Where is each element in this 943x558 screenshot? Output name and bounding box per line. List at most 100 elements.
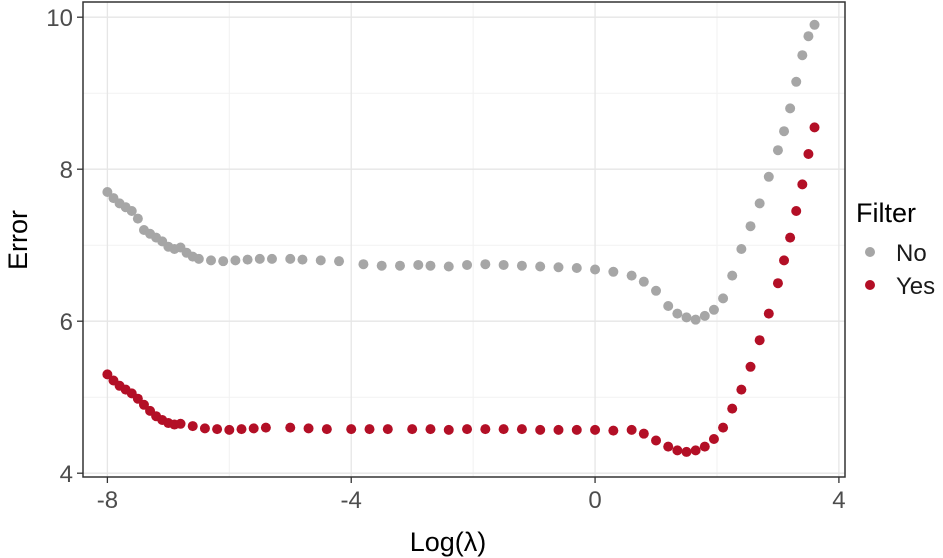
data-point-yes: [212, 424, 223, 435]
data-point-yes: [651, 435, 662, 446]
data-point-no: [718, 293, 729, 304]
data-point-yes: [803, 149, 814, 159]
data-point-no: [791, 76, 802, 87]
data-point-yes: [672, 445, 683, 456]
data-point-no: [376, 260, 387, 271]
data-point-no: [193, 253, 204, 264]
data-point-no: [206, 255, 217, 266]
data-point-yes: [364, 424, 375, 435]
data-point-no: [462, 259, 473, 270]
data-point-no: [516, 260, 527, 271]
data-point-yes: [590, 424, 601, 435]
legend-label-no: No: [896, 240, 927, 267]
data-point-yes: [407, 424, 418, 435]
data-point-yes: [260, 422, 271, 433]
data-point-no: [797, 50, 808, 61]
data-point-yes: [321, 424, 332, 435]
data-point-yes: [663, 441, 674, 452]
data-point-no: [763, 171, 774, 182]
data-point-yes: [425, 424, 436, 435]
data-point-yes: [480, 424, 491, 435]
data-point-yes: [690, 445, 701, 456]
data-point-yes: [754, 335, 765, 346]
data-point-yes: [303, 423, 314, 434]
data-point-no: [413, 259, 424, 270]
data-points: [102, 19, 820, 457]
data-point-yes: [236, 424, 247, 435]
data-point-yes: [138, 399, 149, 410]
data-point-no: [785, 103, 796, 114]
data-point-yes: [785, 232, 796, 243]
y-tick-label: 10: [46, 5, 73, 32]
data-point-no: [126, 206, 137, 216]
data-point-yes: [443, 424, 454, 435]
data-point-yes: [571, 424, 582, 435]
x-tick-label: -4: [341, 487, 362, 514]
data-point-yes: [346, 424, 357, 435]
y-axis-title: Error: [3, 210, 33, 270]
data-point-yes: [699, 441, 710, 452]
data-point-yes: [224, 424, 235, 435]
data-point-no: [315, 255, 326, 266]
data-point-no: [672, 308, 683, 319]
data-point-no: [754, 198, 765, 209]
data-point-no: [809, 19, 820, 30]
y-tick-label: 4: [60, 461, 73, 488]
data-point-no: [608, 266, 619, 277]
data-point-yes: [608, 425, 619, 436]
data-point-no: [230, 255, 241, 266]
data-point-no: [443, 261, 454, 272]
data-point-no: [772, 145, 783, 156]
data-point-no: [779, 126, 790, 137]
data-point-yes: [638, 428, 649, 439]
data-point-yes: [791, 206, 802, 216]
data-point-no: [102, 187, 113, 197]
data-point-no: [480, 259, 491, 270]
data-point-yes: [797, 179, 808, 190]
data-point-yes: [498, 424, 509, 435]
data-point-yes: [718, 422, 729, 433]
x-tick-label: -8: [97, 487, 118, 514]
x-axis-title: Log(λ): [410, 527, 487, 557]
y-tick-label: 6: [60, 309, 73, 336]
data-point-yes: [248, 423, 259, 434]
data-point-yes: [187, 421, 198, 432]
data-point-yes: [763, 308, 774, 319]
data-point-no: [297, 254, 308, 265]
data-point-no: [394, 260, 405, 271]
data-point-no: [218, 256, 229, 267]
data-point-no: [498, 259, 509, 270]
data-point-yes: [745, 361, 756, 372]
data-point-yes: [708, 434, 719, 444]
data-point-no: [638, 276, 649, 287]
axis-ticks: -8 -4 0 4 4 6 8 10: [46, 5, 845, 514]
data-point-no: [553, 262, 564, 273]
data-point-no: [285, 253, 296, 264]
data-point-yes: [779, 255, 790, 266]
data-point-no: [358, 259, 369, 270]
data-point-no: [626, 270, 637, 281]
data-point-yes: [535, 424, 546, 435]
data-point-yes: [102, 369, 113, 380]
data-point-no: [535, 261, 546, 272]
data-point-yes: [681, 446, 692, 457]
data-point-no: [254, 253, 265, 264]
data-point-yes: [516, 424, 527, 435]
data-point-no: [681, 312, 692, 323]
data-point-yes: [462, 424, 473, 435]
data-point-no: [708, 304, 719, 315]
data-point-no: [334, 256, 345, 267]
legend-key-no: [865, 247, 875, 257]
data-point-no: [663, 301, 674, 311]
data-point-no: [590, 264, 601, 275]
data-point-no: [745, 221, 756, 232]
x-tick-label: 4: [832, 487, 845, 514]
data-point-no: [425, 260, 436, 271]
data-point-yes: [809, 122, 820, 133]
data-point-no: [727, 270, 738, 281]
data-point-yes: [132, 393, 143, 404]
legend-key-yes: [865, 280, 875, 290]
data-point-no: [651, 285, 662, 296]
grid: [83, 2, 845, 477]
data-point-yes: [736, 384, 747, 395]
